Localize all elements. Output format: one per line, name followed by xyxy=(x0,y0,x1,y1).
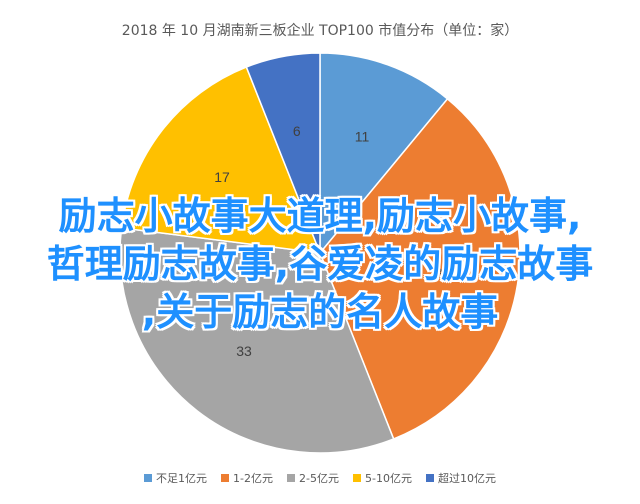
slice-data-label-1: 11 xyxy=(355,128,370,144)
pie-chart: 11 33 33 17 6 xyxy=(119,52,521,454)
overlay-line-2: 哲理励志故事,谷爱凌的励志故事 xyxy=(46,242,594,286)
legend-item-1: 不足1亿元 xyxy=(144,470,207,486)
slice-data-label-3: 33 xyxy=(236,343,252,359)
legend-label: 5-10亿元 xyxy=(364,472,412,485)
legend-item-2: 1-2亿元 xyxy=(221,470,273,486)
legend-label: 2-5亿元 xyxy=(299,472,339,485)
pie-slice-5 xyxy=(245,52,321,254)
chart-title: 2018 年 10 月湖南新三板企业 TOP100 市值分布（单位：家） xyxy=(121,23,519,39)
legend-swatch xyxy=(287,474,296,482)
pie-slice-2 xyxy=(319,97,521,440)
slice-data-label-2: 33 xyxy=(435,264,451,280)
legend-label: 不足1亿元 xyxy=(156,472,208,485)
legend-item-3: 2-5亿元 xyxy=(287,470,339,486)
legend-label: 1-2亿元 xyxy=(233,472,274,485)
legend-label: 超过10亿元 xyxy=(437,472,496,485)
overlay-watermark-text: 励志小故事大道理,励志小故事, 哲理励志故事,谷爱凌的励志故事 ,关于励志的名人… xyxy=(0,192,640,336)
legend-swatch xyxy=(221,474,230,482)
legend-item-4: 5-10亿元 xyxy=(352,470,412,486)
legend-swatch xyxy=(352,474,361,482)
legend-item-5: 超过10亿元 xyxy=(425,470,496,486)
overlay-line-1: 励志小故事大道理,励志小故事, xyxy=(58,194,582,238)
pie-slice-4 xyxy=(120,66,322,254)
pie-slice-3 xyxy=(119,227,395,454)
legend-swatch xyxy=(425,474,434,482)
chart-legend: 不足1亿元 1-2亿元 2-5亿元 5-10亿元 超过10亿元 xyxy=(0,470,640,486)
overlay-line-3: ,关于励志的名人故事 xyxy=(141,290,499,334)
slice-data-label-4: 17 xyxy=(214,169,230,185)
pie-slice-1 xyxy=(319,52,449,256)
slice-data-label-5: 6 xyxy=(293,123,301,139)
legend-swatch xyxy=(144,474,153,482)
